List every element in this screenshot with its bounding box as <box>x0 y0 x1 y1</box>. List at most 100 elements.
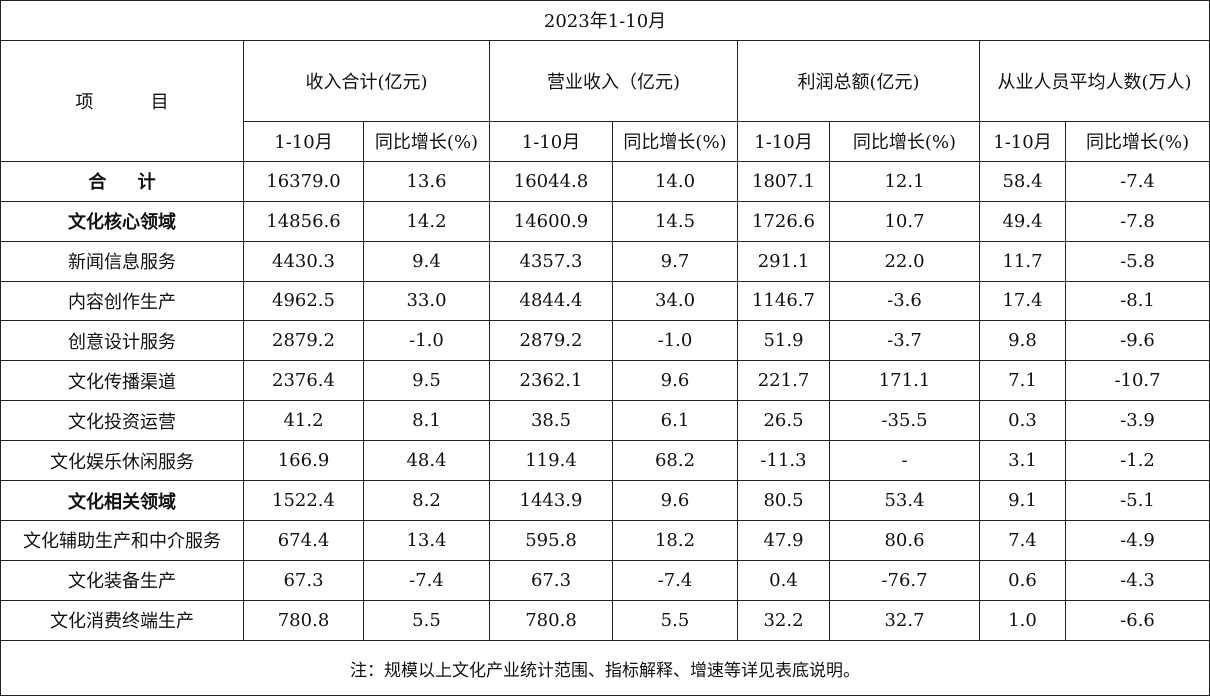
value-cell: 14.5 <box>612 200 738 242</box>
table-row: 文化娱乐休闲服务 166.9 48.4 119.4 68.2 -11.3-3.1 -1.2 <box>0 440 1210 482</box>
value-cell: 171.1 <box>829 360 980 402</box>
value-cell: -6.6 <box>1064 599 1210 642</box>
value-cell: 595.8 <box>489 520 613 561</box>
value-cell: -3.6 <box>829 280 980 322</box>
value-cell: 674.4 <box>243 520 364 561</box>
value-cell: 13.6 <box>363 160 490 202</box>
value-cell: 68.2 <box>612 440 738 482</box>
value-cell: -7.4 <box>1064 160 1210 202</box>
value-cell: 48.4 <box>363 440 490 482</box>
row-label: 文化娱乐休闲服务 <box>0 440 244 482</box>
value-cell: 58.4 <box>979 160 1066 202</box>
value-cell: -7.8 <box>1064 200 1210 242</box>
table-row: 创意设计服务 2879.2 -1.0 2879.2 -1.0 51.9 -3.7 9.8 -9.… <box>0 320 1210 362</box>
row-label: 内容创作生产 <box>0 280 244 322</box>
value-cell: 9.7 <box>612 240 738 282</box>
sub-header-cell: 1-10月 <box>737 120 830 162</box>
value-cell: -11.3 <box>737 440 830 482</box>
title-row: 2023年1-10月 <box>0 0 1210 41</box>
value-cell: 1146.7 <box>737 280 830 322</box>
value-cell: 12.1 <box>829 160 980 202</box>
value-cell: 2879.2 <box>243 320 364 362</box>
value-cell: 4430.3 <box>243 240 364 282</box>
table-title: 2023年1-10月 <box>0 0 1210 41</box>
table-row: 内容创作生产 4962.5 33.0 4844.4 34.0 1146.7 -3.6 17.4… <box>0 280 1210 322</box>
value-cell: 1522.4 <box>243 480 364 522</box>
group-header-total-income: 收入合计(亿元) <box>243 39 490 122</box>
value-cell: 17.4 <box>979 280 1066 322</box>
value-cell: 119.4 <box>489 440 613 482</box>
value-cell: -8.1 <box>1064 280 1210 322</box>
table-row: 文化装备生产 67.3 -7.4 67.3 -7.4 0.4 -76.7 0.6 -4.3 <box>0 559 1210 601</box>
row-label: 文化消费终端生产 <box>0 599 244 642</box>
value-cell: 14600.9 <box>489 200 613 242</box>
sub-header-cell: 同比增长(%) <box>363 120 490 162</box>
value-cell: 0.6 <box>979 559 1066 601</box>
value-cell: 1807.1 <box>737 160 830 202</box>
value-cell: 6.1 <box>612 400 738 442</box>
row-label: 合 计 <box>0 160 244 202</box>
value-cell: 7.1 <box>979 360 1066 402</box>
table-row: 文化相关领域 1522.4 8.2 1443.9 9.6 80.5 53.4 9.1 -5.1 <box>0 480 1210 522</box>
value-cell: 14856.6 <box>243 200 364 242</box>
table-row: 文化核心领域 14856.6 14.2 14600.9 14.5 1726.6 10.7 49… <box>0 200 1210 242</box>
value-cell: 1443.9 <box>489 480 613 522</box>
value-cell: 80.5 <box>737 480 830 522</box>
value-cell: 16379.0 <box>243 160 364 202</box>
row-label: 文化辅助生产和中介服务 <box>0 520 244 561</box>
value-cell: -1.0 <box>363 320 490 362</box>
row-label: 文化装备生产 <box>0 559 244 601</box>
value-cell: 1.0 <box>979 599 1066 642</box>
value-cell: 11.7 <box>979 240 1066 282</box>
value-cell: -4.3 <box>1064 559 1210 601</box>
sub-header-cell: 1-10月 <box>243 120 364 162</box>
value-cell: -9.6 <box>1064 320 1210 362</box>
value-cell: -3.7 <box>829 320 980 362</box>
value-cell: 4844.4 <box>489 280 613 322</box>
group-header-avg-employees: 从业人员平均人数(万人) <box>978 39 1210 122</box>
value-cell: 18.2 <box>612 520 738 561</box>
value-cell: -1.2 <box>1064 440 1210 482</box>
value-cell: 13.4 <box>363 520 490 561</box>
table-row: 合 计 16379.0 13.6 16044.8 14.0 1807.1 12.1 58.4-… <box>0 160 1210 202</box>
value-cell: 4357.3 <box>489 240 613 282</box>
value-cell: 0.3 <box>979 400 1066 442</box>
value-cell: 5.5 <box>363 599 490 642</box>
note-row: 注：规模以上文化产业统计范围、指标解释、增速等详见表底说明。 <box>0 640 1210 696</box>
value-cell: 0.4 <box>737 559 830 601</box>
value-cell: 10.7 <box>829 200 980 242</box>
value-cell: 1726.6 <box>737 200 830 242</box>
value-cell: 3.1 <box>979 440 1066 482</box>
value-cell: 32.2 <box>737 599 830 642</box>
value-cell: 7.4 <box>979 520 1066 561</box>
value-cell: 80.6 <box>829 520 980 561</box>
sub-header-row: 1-10月 同比增长(%) 1-10月 同比增长(%) 1-10月 同比增长(%… <box>1 120 1210 162</box>
table-row: 新闻信息服务 4430.3 9.4 4357.3 9.7 291.1 22.0 11.7 -5.… <box>0 240 1210 282</box>
group-header-row: 项 目 收入合计(亿元) 营业收入（亿元) 利润总额(亿元) 从业人员平均人数(… <box>0 39 1210 162</box>
row-label: 新闻信息服务 <box>0 240 244 282</box>
row-label: 文化投资运营 <box>0 400 244 442</box>
value-cell: 291.1 <box>737 240 830 282</box>
value-cell: -5.8 <box>1064 240 1210 282</box>
value-cell: 780.8 <box>243 599 364 642</box>
value-cell: 9.5 <box>363 360 490 402</box>
value-cell: - <box>829 440 980 482</box>
value-cell: 26.5 <box>737 400 830 442</box>
value-cell: 41.2 <box>243 400 364 442</box>
table-row: 文化消费终端生产 780.8 5.5 780.8 5.5 32.2 32.7 1.0 -6.6 <box>0 599 1210 642</box>
value-cell: 2376.4 <box>243 360 364 402</box>
item-column-header: 项 目 <box>0 39 244 162</box>
value-cell: 47.9 <box>737 520 830 561</box>
group-header-operating-income: 营业收入（亿元) <box>489 39 738 122</box>
table-note: 注：规模以上文化产业统计范围、指标解释、增速等详见表底说明。 <box>0 640 1210 696</box>
table-row: 文化辅助生产和中介服务 674.4 13.4 595.8 18.2 47.9 80.6 7.4… <box>0 520 1210 561</box>
value-cell: 53.4 <box>829 480 980 522</box>
value-cell: 67.3 <box>489 559 613 601</box>
value-cell: 8.1 <box>363 400 490 442</box>
value-cell: -10.7 <box>1064 360 1210 402</box>
value-cell: 2362.1 <box>489 360 613 402</box>
table-row: 文化传播渠道 2376.4 9.5 2362.1 9.6 221.7 171.1 7.1 -10… <box>0 360 1210 402</box>
row-label: 文化核心领域 <box>0 200 244 242</box>
value-cell: -5.1 <box>1064 480 1210 522</box>
